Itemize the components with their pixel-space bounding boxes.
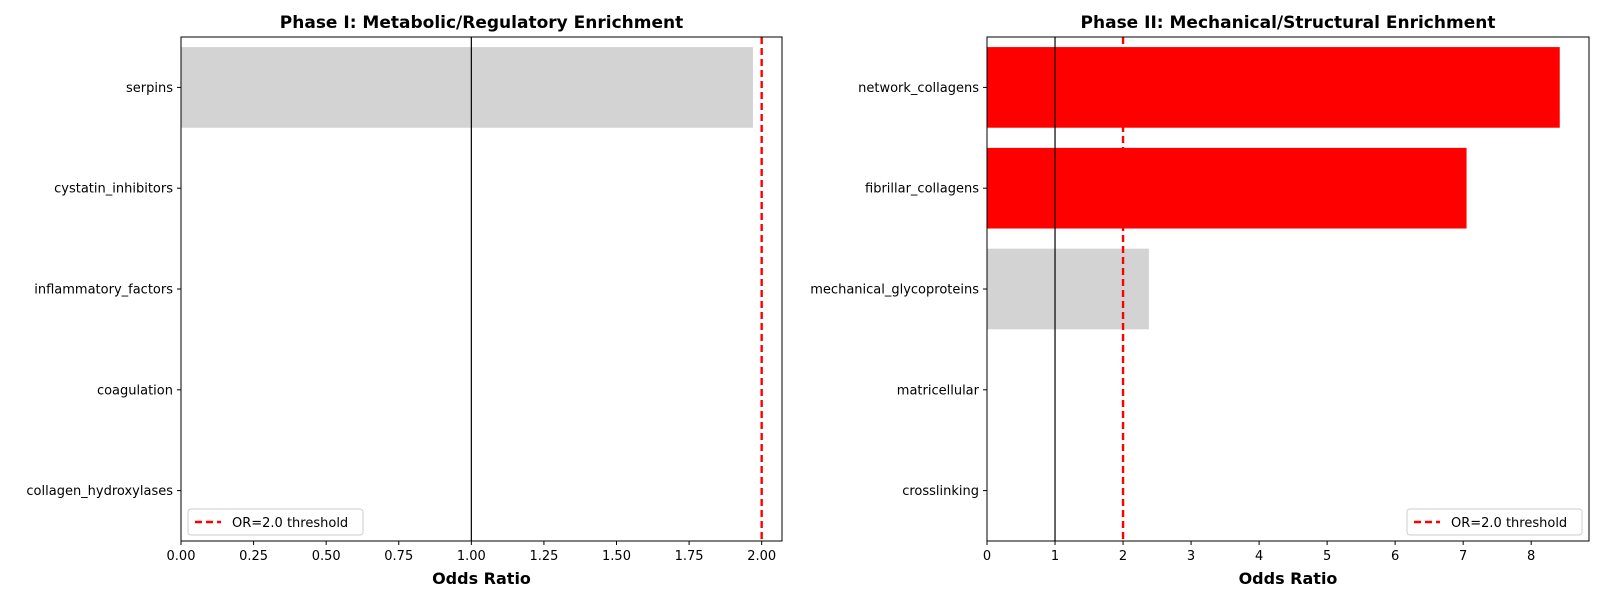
legend-box: [1406, 508, 1583, 536]
x-tick-label: 2.00: [747, 549, 776, 564]
y-tick-label: collagen_hydroxylases: [26, 484, 173, 499]
chart-title: Phase I: Metabolic/Regulatory Enrichment: [280, 13, 683, 33]
reference-lines: [470, 37, 763, 541]
y-axis-ticks: network_collagens fibrillar_collagensmech…: [810, 81, 987, 499]
chart-title: Phase II: Mechanical/Structural Enrichme…: [1081, 13, 1496, 33]
y-tick-label: matricellular: [897, 383, 980, 398]
x-axis-label: Odds Ratio: [1239, 569, 1338, 588]
x-tick-label: 3: [1187, 549, 1195, 564]
bar-fibrillar-collagens: [987, 147, 1467, 229]
x-tick-label: 1: [1051, 549, 1059, 564]
x-tick-label: 1.00: [457, 549, 486, 564]
x-tick-label: 4: [1255, 549, 1263, 564]
x-tick-label: 6: [1391, 549, 1399, 564]
legend-label: OR=2.0 threshold: [1451, 516, 1567, 531]
phase1-chart: Phase I: Metabolic/Regulatory Enrichment…: [26, 13, 783, 588]
legend-box: [187, 508, 364, 536]
x-tick-label: 5: [1323, 549, 1331, 564]
y-axis-ticks: serpins cystatin_inhibitors inflammatory_f…: [26, 81, 181, 499]
y-tick-label: inflammatory_factors: [34, 283, 173, 298]
x-axis-ticks: 0.00 0.25 0.50 0.75 1.00 1.25 1.50 1.75 2.00: [167, 541, 776, 564]
legend-label: OR=2.0 threshold: [232, 516, 348, 531]
x-tick-label: 2: [1119, 549, 1127, 564]
x-tick-label: 7: [1459, 549, 1467, 564]
x-tick-label: 0.00: [167, 549, 196, 564]
reference-lines: [1054, 37, 1125, 541]
bar-serpins: [181, 47, 753, 128]
x-tick-label: 1.25: [529, 549, 558, 564]
bar-network-collagens: [987, 47, 1560, 128]
x-tick-label: 0: [983, 549, 991, 564]
x-axis-label: Odds Ratio: [432, 569, 531, 588]
x-tick-label: 0.50: [312, 549, 341, 564]
x-tick-label: 1.75: [675, 549, 704, 564]
bar-mechanical-glycoproteins: [987, 248, 1149, 330]
x-axis-ticks: 0 1 2 3 4 5 6 7 8: [983, 541, 1535, 564]
x-tick-label: 0.75: [384, 549, 413, 564]
y-tick-label: crosslinking: [902, 484, 979, 499]
bars: [181, 47, 753, 128]
y-tick-label: serpins: [126, 81, 173, 96]
x-tick-label: 0.25: [239, 549, 268, 564]
y-tick-label: cystatin_inhibitors: [54, 182, 173, 197]
x-tick-label: 1.50: [602, 549, 631, 564]
y-tick-label: mechanical_glycoproteins: [810, 283, 979, 298]
y-tick-label: network_collagens: [858, 81, 979, 96]
y-tick-label: coagulation: [97, 383, 173, 398]
y-tick-label: fibrillar_collagens: [865, 182, 979, 197]
x-tick-label: 8: [1527, 549, 1535, 564]
bars: [987, 47, 1560, 330]
legend: OR=2.0 threshold: [1406, 508, 1583, 536]
legend: OR=2.0 threshold: [187, 508, 364, 536]
phase2-chart: Phase II: Mechanical/Structural Enrichme…: [810, 13, 1590, 588]
